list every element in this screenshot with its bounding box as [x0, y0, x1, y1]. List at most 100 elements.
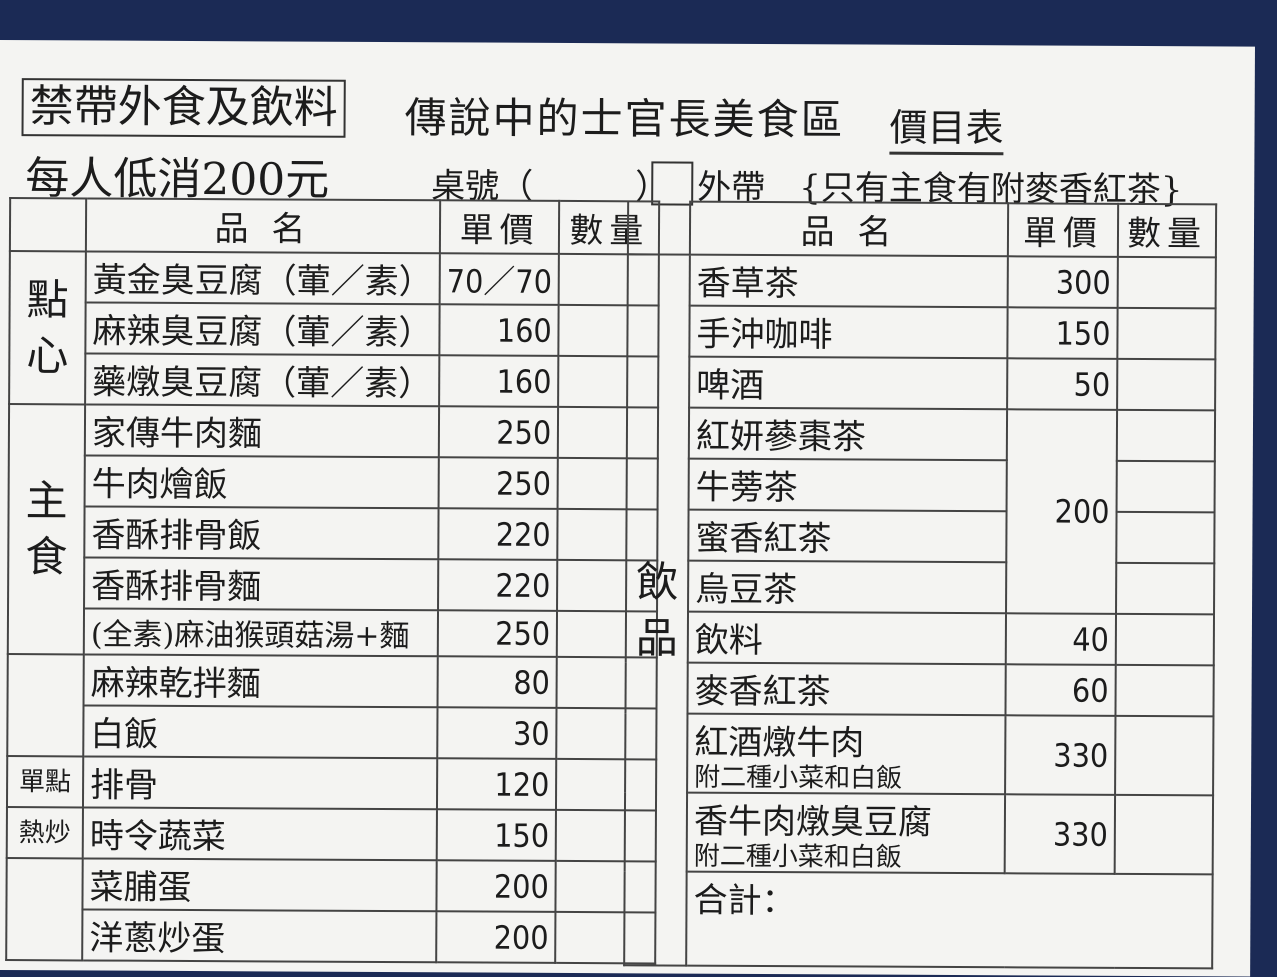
table-row: 麥香紅茶 60	[625, 662, 1214, 717]
table-row: 牛蒡茶	[627, 458, 1215, 513]
total-label[interactable]: 合計：	[686, 871, 1213, 969]
item-name: 麻辣乾拌麵	[83, 654, 438, 708]
qty-cell[interactable]	[1115, 664, 1214, 717]
item-price: 250	[438, 457, 559, 509]
item-price: 250	[438, 406, 559, 458]
takeout-checkbox[interactable]	[651, 161, 694, 206]
table-header: 品 名 單價 數量	[627, 201, 1217, 258]
item-name: 洋蔥炒蛋	[82, 909, 437, 963]
item-price: 40	[1005, 613, 1117, 665]
price-header: 單價	[1007, 203, 1119, 257]
item-subtitle: 附二種小菜和白飯	[693, 841, 902, 873]
item-name: 飲料	[687, 611, 1007, 665]
table-row: 啤酒 50	[627, 356, 1216, 411]
table-row: 單點 排骨 120	[6, 756, 657, 811]
item-name: 啤酒	[689, 356, 1008, 410]
qty-cell[interactable]	[1115, 613, 1215, 666]
qty-cell[interactable]	[1116, 460, 1215, 513]
price-header: 單價	[439, 200, 560, 254]
item-price: 70／70	[439, 253, 560, 305]
item-name: 黃金臭豆腐（葷／素）	[85, 251, 440, 305]
item-name: 牛蒡茶	[688, 458, 1007, 512]
item-price: 60	[1005, 664, 1116, 716]
table-row: 香酥排骨飯 220	[8, 506, 658, 561]
name-header: 品 名	[689, 201, 1009, 257]
drinks-table: 品 名 單價 數量 飲品 香草茶 300 手沖咖啡 150 啤酒 50 紅妍蔘棗茶 200…	[623, 200, 1217, 969]
table-header: 品 名 單價 數量	[9, 198, 660, 255]
table-row: 紅酒燉牛肉 附二種小菜和白飯 330	[625, 713, 1214, 796]
item-name: 時令蔬菜	[82, 807, 437, 861]
item-name: 排骨	[82, 756, 438, 810]
food-table: 品 名 單價 數量 點心 黃金臭豆腐（葷／素） 70／70 麻辣臭豆腐（葷／素） 16…	[5, 197, 660, 964]
item-name: 手沖咖啡	[689, 305, 1008, 359]
table-row: 飲品 香草茶 300	[624, 254, 1216, 966]
item-name: 白飯	[83, 705, 438, 759]
item-price: 250	[437, 610, 558, 657]
item-price: 330	[1004, 794, 1116, 874]
item-name: 麥香紅茶	[687, 662, 1006, 716]
table-row: 洋蔥炒蛋 200	[6, 909, 656, 964]
table-row: 蜜香紅茶	[626, 509, 1215, 564]
table-row: 點心 黃金臭豆腐（葷／素） 70／70	[9, 251, 660, 405]
qty-cell[interactable]	[1117, 307, 1216, 360]
page-title: 傳說中的士官長美食區	[404, 93, 845, 145]
item-price: 300	[1007, 256, 1118, 308]
item-price: 220	[438, 559, 558, 611]
name-header: 品 名	[85, 198, 441, 254]
item-name: 香牛肉燉臭豆腐 附二種小菜和白飯	[686, 792, 1006, 874]
qty-cell[interactable]	[1116, 562, 1215, 615]
no-outside-food-notice: 禁帶外食及飲料	[21, 78, 346, 138]
item-price: 120	[436, 758, 557, 810]
item-name: 藥燉臭豆腐（葷／素）	[85, 353, 440, 407]
price-list-label: 價目表	[889, 96, 1004, 156]
tea-group-price: 200	[1006, 409, 1118, 614]
table-row: 烏豆茶	[626, 560, 1215, 615]
category-drinks: 飲品	[624, 254, 690, 966]
item-price: 160	[439, 355, 559, 407]
qty-cell[interactable]	[1117, 256, 1216, 309]
table-row: 熱炒 時令蔬菜 150	[6, 807, 657, 862]
table-row: 菜脯蛋 200	[6, 858, 656, 961]
category-snacks: 點心	[9, 251, 86, 405]
item-price: 220	[438, 508, 558, 560]
qty-cell[interactable]	[1116, 409, 1216, 462]
item-name: 香草茶	[689, 254, 1008, 308]
item-price: 330	[1005, 715, 1116, 795]
item-price: 160	[439, 304, 559, 356]
qty-cell[interactable]	[1114, 794, 1214, 875]
table-row: 香牛肉燉臭豆腐 附二種小菜和白飯 330	[625, 792, 1214, 875]
table-row: 麻辣乾拌麵 80	[7, 654, 658, 757]
qty-cell[interactable]	[1117, 358, 1216, 411]
item-name: 牛肉燴飯	[84, 455, 439, 509]
item-price: 50	[1007, 358, 1118, 410]
table-row: 手沖咖啡 150	[627, 305, 1216, 360]
item-title: 香牛肉燉臭豆腐	[693, 801, 933, 843]
item-subtitle: 附二種小菜和白飯	[694, 762, 903, 794]
item-price: 200	[436, 860, 556, 912]
category-header	[9, 198, 87, 252]
total-row: 合計：	[624, 871, 1213, 969]
item-price: 30	[437, 707, 557, 759]
qty-cell[interactable]	[1115, 715, 1214, 796]
table-row: 主食 家傳牛肉麵 250	[7, 404, 659, 655]
item-title: 紅酒燉牛肉	[694, 722, 865, 764]
table-row: 藥燉臭豆腐（葷／素） 160	[9, 353, 659, 408]
category-blank	[6, 858, 83, 961]
item-name: 菜脯蛋	[82, 858, 437, 912]
qty-cell[interactable]	[1116, 511, 1215, 564]
category-blank	[7, 654, 84, 757]
item-name: 紅妍蔘棗茶	[688, 407, 1008, 461]
item-name: 麻辣臭豆腐（葷／素）	[85, 302, 440, 356]
table-row: 香酥排骨麵 220	[8, 557, 658, 612]
table-row: 白飯 30	[7, 705, 657, 760]
item-price: 200	[436, 911, 556, 963]
table-row: (全素)麻油猴頭菇湯+麵 250	[8, 608, 658, 658]
qty-header: 數量	[1117, 203, 1217, 258]
item-name: 香酥排骨飯	[84, 506, 439, 560]
category-stirfry: 熱炒	[6, 807, 83, 859]
item-name: 家傳牛肉麵	[84, 404, 440, 458]
item-name: 烏豆茶	[688, 560, 1007, 614]
item-name: (全素)麻油猴頭菇湯+麵	[83, 608, 439, 657]
item-name: 紅酒燉牛肉 附二種小菜和白飯	[687, 713, 1006, 795]
table-row: 牛肉燴飯 250	[9, 455, 659, 510]
